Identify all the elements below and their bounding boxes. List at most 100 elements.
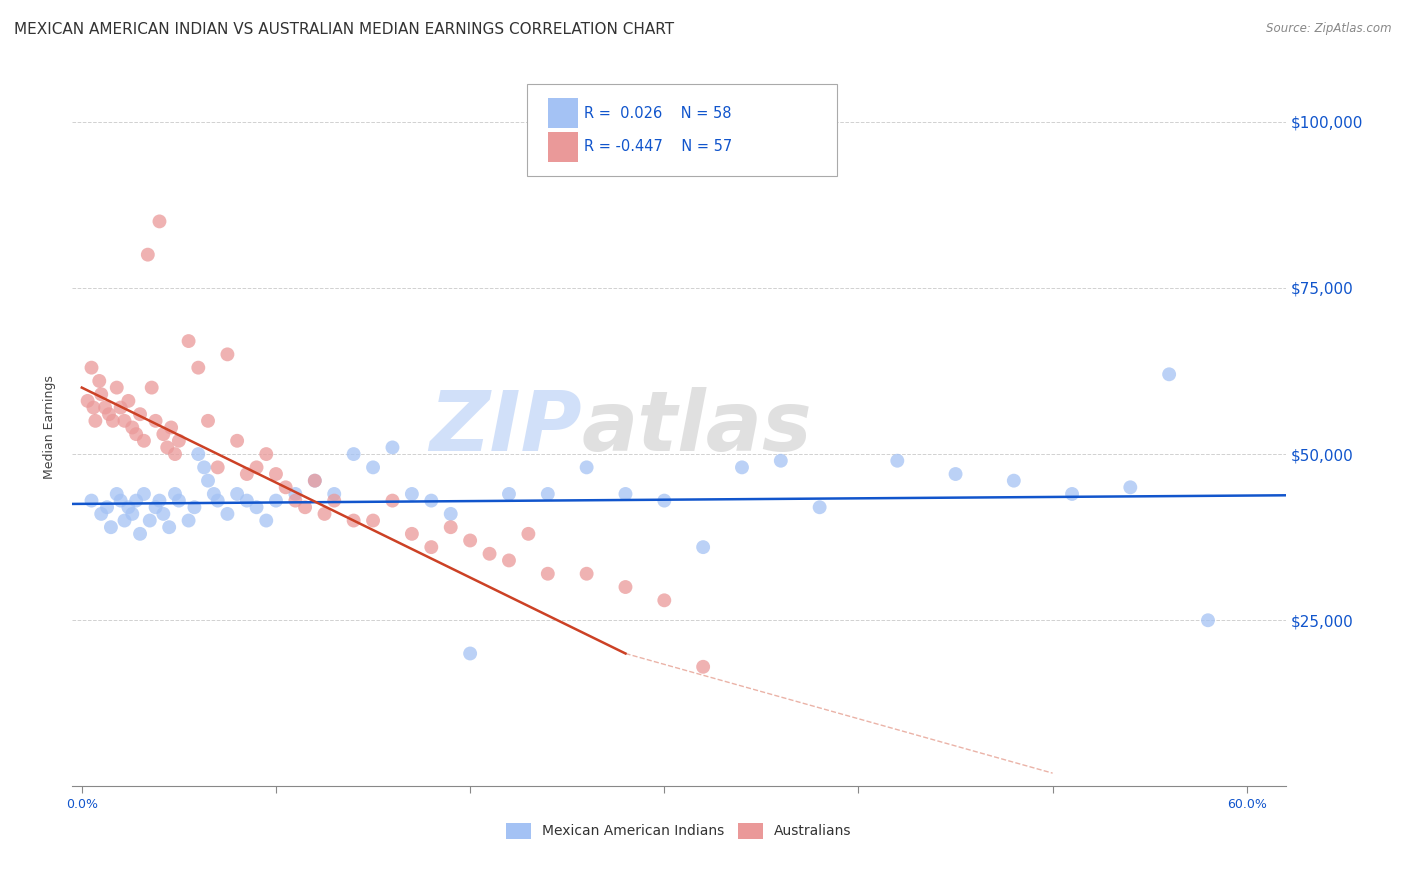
Point	[98, 407, 121, 421]
Point	[254, 514, 277, 528]
Point	[217, 347, 239, 361]
Point	[652, 493, 675, 508]
Point	[117, 500, 139, 515]
Point	[304, 474, 326, 488]
Point	[136, 247, 159, 261]
Point	[187, 360, 209, 375]
Bar	[548, 98, 578, 128]
Point	[245, 460, 267, 475]
Point	[284, 487, 307, 501]
Point	[105, 381, 128, 395]
Point	[236, 493, 259, 508]
Point	[652, 593, 675, 607]
Point	[226, 487, 249, 501]
Point	[89, 374, 111, 388]
Point	[401, 487, 423, 501]
Point	[420, 540, 443, 554]
Point	[264, 467, 287, 481]
Text: MEXICAN AMERICAN INDIAN VS AUSTRALIAN MEDIAN EARNINGS CORRELATION CHART: MEXICAN AMERICAN INDIAN VS AUSTRALIAN ME…	[14, 22, 675, 37]
Point	[114, 514, 136, 528]
Point	[361, 514, 384, 528]
Point	[152, 427, 174, 442]
Point	[132, 434, 155, 448]
Point	[575, 566, 598, 581]
Point	[125, 493, 148, 508]
Point	[692, 660, 714, 674]
Point	[197, 414, 219, 428]
Point	[498, 553, 520, 567]
Point	[264, 493, 287, 508]
Point	[82, 401, 104, 415]
Text: R = -0.447    N = 57: R = -0.447 N = 57	[585, 139, 733, 154]
Point	[90, 507, 112, 521]
Point	[945, 467, 967, 481]
Point	[304, 474, 326, 488]
Bar	[548, 132, 578, 161]
Point	[157, 520, 180, 534]
Point	[121, 420, 143, 434]
Point	[148, 493, 170, 508]
Text: ZIP: ZIP	[429, 387, 582, 468]
Point	[420, 493, 443, 508]
Point	[177, 514, 200, 528]
Text: R =  0.026    N = 58: R = 0.026 N = 58	[585, 105, 731, 120]
Point	[1197, 613, 1219, 627]
Point	[117, 393, 139, 408]
Point	[808, 500, 831, 515]
Point	[517, 526, 540, 541]
Point	[323, 493, 346, 508]
Point	[458, 533, 481, 548]
Point	[343, 514, 366, 528]
Point	[1119, 480, 1142, 494]
Point	[381, 441, 404, 455]
Point	[1159, 368, 1181, 382]
Point	[101, 414, 124, 428]
Point	[84, 414, 107, 428]
Point	[458, 647, 481, 661]
Point	[537, 566, 560, 581]
Point	[163, 487, 186, 501]
Point	[156, 441, 179, 455]
Point	[145, 414, 167, 428]
Point	[129, 407, 152, 421]
Point	[163, 447, 186, 461]
Point	[121, 507, 143, 521]
Point	[226, 434, 249, 448]
Point	[110, 401, 132, 415]
Point	[361, 460, 384, 475]
Text: Source: ZipAtlas.com: Source: ZipAtlas.com	[1267, 22, 1392, 36]
Point	[614, 580, 637, 594]
Point	[105, 487, 128, 501]
Point	[1002, 474, 1025, 488]
Point	[343, 447, 366, 461]
Point	[148, 214, 170, 228]
Point	[183, 500, 205, 515]
Point	[440, 520, 463, 534]
Text: atlas: atlas	[582, 387, 813, 468]
Point	[381, 493, 404, 508]
Point	[440, 507, 463, 521]
Legend: Mexican American Indians, Australians: Mexican American Indians, Australians	[501, 817, 858, 844]
Point	[129, 526, 152, 541]
Point	[193, 460, 215, 475]
Point	[401, 526, 423, 541]
Point	[1060, 487, 1083, 501]
Point	[769, 454, 792, 468]
Point	[614, 487, 637, 501]
Point	[236, 467, 259, 481]
Point	[90, 387, 112, 401]
Point	[114, 414, 136, 428]
Point	[110, 493, 132, 508]
Point	[274, 480, 297, 494]
Point	[254, 447, 277, 461]
Point	[177, 334, 200, 348]
Point	[217, 507, 239, 521]
Point	[76, 393, 98, 408]
Point	[145, 500, 167, 515]
Point	[207, 493, 229, 508]
Point	[202, 487, 225, 501]
Point	[886, 454, 908, 468]
Point	[152, 507, 174, 521]
Point	[141, 381, 163, 395]
Point	[478, 547, 501, 561]
